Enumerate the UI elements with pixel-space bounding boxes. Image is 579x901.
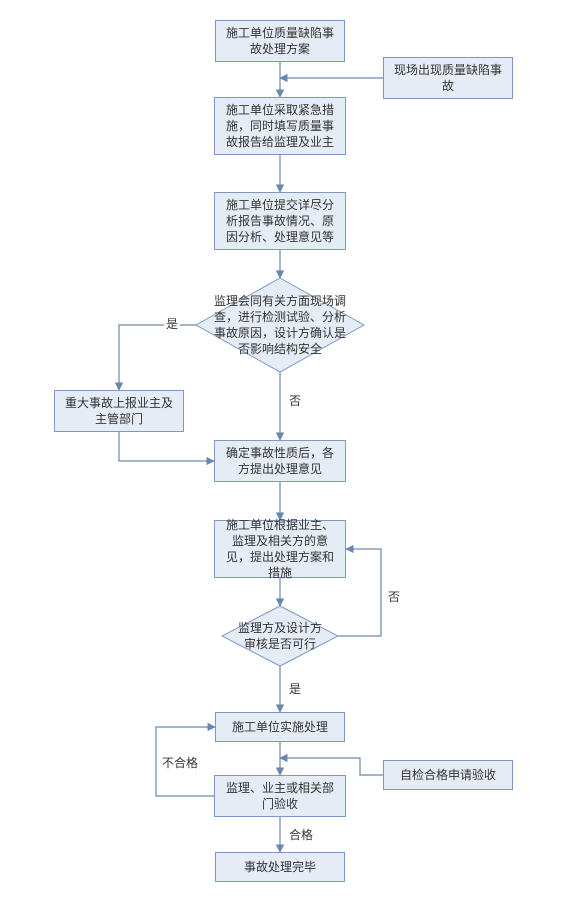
node-label: 监理方及设计方审核是否可行 xyxy=(235,620,325,652)
node-n6: 施工单位根据业主、监理及相关方的意见，提出处理方案和措施 xyxy=(214,520,346,578)
node-label: 现场出现质量缺陷事故 xyxy=(390,62,506,94)
node-label: 监理、业主或相关部门验收 xyxy=(221,780,339,812)
node-d2: 监理方及设计方审核是否可行 xyxy=(221,605,339,667)
edge-label-14: 不合格 xyxy=(160,754,200,771)
node-d1: 监理会同有关方面现场调查，进行检测试验、分析事故原因，设计方确认是否影响结构安全 xyxy=(195,277,365,373)
node-n5: 确定事故性质后，各方提出处理意见 xyxy=(214,440,346,482)
edge-label-9: 否 xyxy=(386,588,402,605)
edge-4 xyxy=(119,325,196,390)
node-n2: 施工单位采取紧急措施，同时填写质量事故报告给监理及业主 xyxy=(214,97,346,155)
edge-label-10: 是 xyxy=(287,680,303,697)
node-label: 事故处理完毕 xyxy=(244,859,316,875)
node-label: 自检合格申请验收 xyxy=(400,767,496,783)
node-n7b: 自检合格申请验收 xyxy=(383,760,513,790)
edge-label-5: 否 xyxy=(287,392,303,409)
node-n2b: 现场出现质量缺陷事故 xyxy=(383,57,513,99)
edge-label-4: 是 xyxy=(164,315,180,332)
node-label: 监理会同有关方面现场调查，进行检测试验、分析事故原因，设计方确认是否影响结构安全 xyxy=(209,293,351,358)
edge-12 xyxy=(280,758,383,775)
edge-label-13: 合格 xyxy=(287,826,315,843)
node-n8: 监理、业主或相关部门验收 xyxy=(214,775,346,817)
node-label: 施工单位根据业主、监理及相关方的意见，提出处理方案和措施 xyxy=(221,517,339,582)
node-n7: 施工单位实施处理 xyxy=(215,712,345,742)
edge-6 xyxy=(119,432,214,461)
node-label: 施工单位质量缺陷事故处理方案 xyxy=(222,25,338,57)
node-label: 施工单位提交详尽分析报告事故情况、原因分析、处理意见等 xyxy=(221,197,339,246)
node-label: 重大事故上报业主及主管部门 xyxy=(61,395,177,427)
node-n3: 施工单位提交详尽分析报告事故情况、原因分析、处理意见等 xyxy=(214,192,346,250)
node-n1: 施工单位质量缺陷事故处理方案 xyxy=(215,20,345,62)
node-label: 施工单位采取紧急措施，同时填写质量事故报告给监理及业主 xyxy=(221,102,339,151)
node-label: 确定事故性质后，各方提出处理意见 xyxy=(221,445,339,477)
node-n9: 事故处理完毕 xyxy=(215,852,345,882)
node-label: 施工单位实施处理 xyxy=(232,719,328,735)
node-n4: 重大事故上报业主及主管部门 xyxy=(54,390,184,432)
